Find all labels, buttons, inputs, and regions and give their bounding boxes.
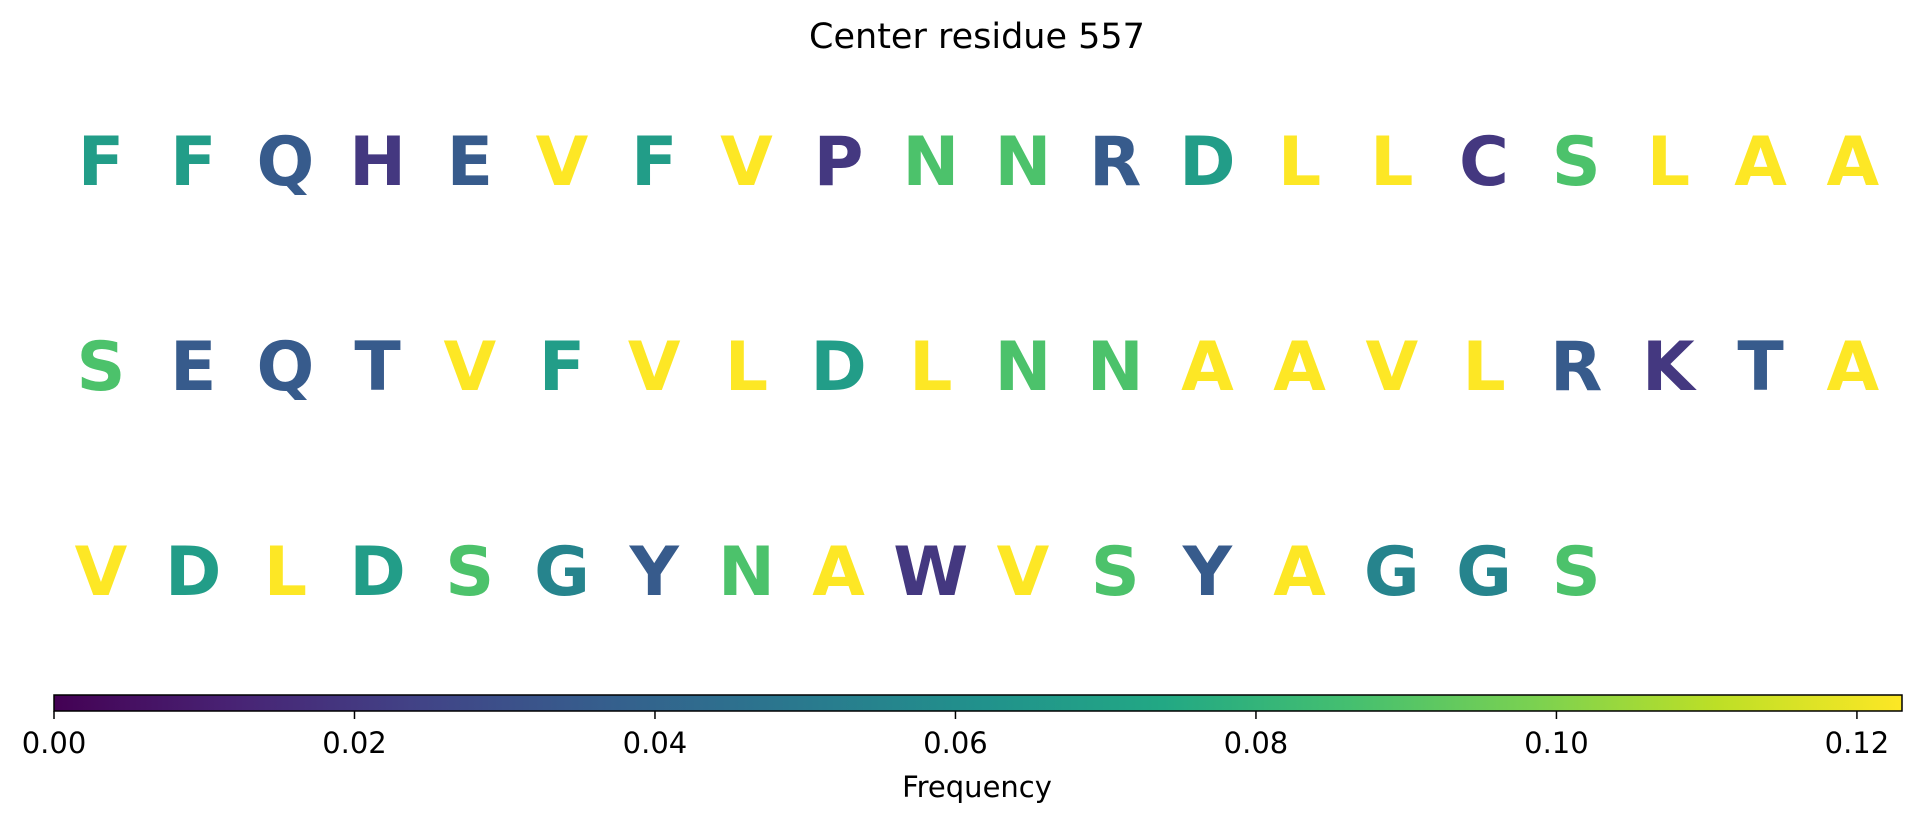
residue-letter: R [1089,123,1141,202]
residue-letter: D [810,328,866,407]
residue-letter: A [1273,533,1326,612]
residue-letter: N [995,328,1052,407]
colorbar-tick-label: 0.08 [1224,726,1289,760]
residue-letter: V [536,123,589,202]
residue-letter: N [995,123,1052,202]
residue-letter: L [1370,123,1413,202]
residue-letter: N [902,123,959,202]
residue-letter: A [812,533,865,612]
residue-letter: F [631,123,677,202]
residue-letter: K [1642,328,1697,407]
residue-letter: D [349,533,405,612]
residue-letter: L [1278,123,1321,202]
colorbar-tick-label: 0.12 [1825,726,1890,760]
residue-letter: A [1273,328,1326,407]
residue-letter: R [1550,328,1602,407]
residue-letter: L [1647,123,1690,202]
residue-letter: S [77,328,126,407]
residue-letter: C [1459,123,1509,202]
residue-letter: S [1552,123,1601,202]
colorbar-ticks: 0.00 0.02 0.04 0.06 0.08 0.10 0.12 [22,711,1890,760]
colorbar-tick-label: 0.06 [923,726,988,760]
residue-letter: V [75,533,128,612]
residue-letter: S [1091,533,1140,612]
residue-letter: H [349,123,406,202]
residue-letter: G [534,533,590,612]
residue-letter: P [814,123,864,202]
residue-letter: V [997,533,1050,612]
residue-letter: A [1826,328,1879,407]
residue-letter: N [1087,328,1144,407]
chart-title: Center residue 557 [809,17,1145,57]
colorbar-tick-label: 0.10 [1524,726,1589,760]
colorbar-tick-label: 0.04 [623,726,688,760]
residue-letter: L [909,328,952,407]
residue-letter: G [1456,533,1512,612]
residue-letter: D [1179,123,1235,202]
residue-letter: Y [1182,533,1233,612]
residue-letter: N [718,533,775,612]
residue-letter: A [1181,328,1234,407]
residue-letter: L [264,533,307,612]
residue-letter: F [539,328,585,407]
residue-letter: W [893,533,968,612]
residue-letter: L [725,328,768,407]
residue-letter: D [165,533,221,612]
residue-letter: G [1364,533,1420,612]
residue-letter: V [443,328,496,407]
residue-letter: T [354,328,401,407]
residue-letter: F [170,123,216,202]
residue-letter: Q [256,123,314,202]
residue-letter: V [628,328,681,407]
residue-letter: V [720,123,773,202]
residue-letter: E [447,123,493,202]
residue-letter: S [445,533,494,612]
residue-letter: T [1737,328,1784,407]
colorbar: 0.00 0.02 0.04 0.06 0.08 0.10 0.12 Frequency [22,694,1903,804]
residue-letter: F [78,123,124,202]
residue-letter: Y [629,533,680,612]
colorbar-tick-label: 0.02 [322,726,387,760]
residue-letter: A [1734,123,1787,202]
colorbar-tick-label: 0.00 [22,726,87,760]
residue-letter: E [170,328,216,407]
residue-grid: F F Q H E V F V P N N R D L L C S L A AS E Q T V F V L D L N N A A V L R K T A… [75,123,1880,612]
colorbar-label: Frequency [902,770,1052,804]
residue-letter: S [1552,533,1601,612]
residue-letter: A [1826,123,1879,202]
residue-letter: V [1365,328,1418,407]
residue-letter: Q [256,328,314,407]
residue-letter: L [1462,328,1505,407]
colorbar-gradient [53,694,1903,712]
